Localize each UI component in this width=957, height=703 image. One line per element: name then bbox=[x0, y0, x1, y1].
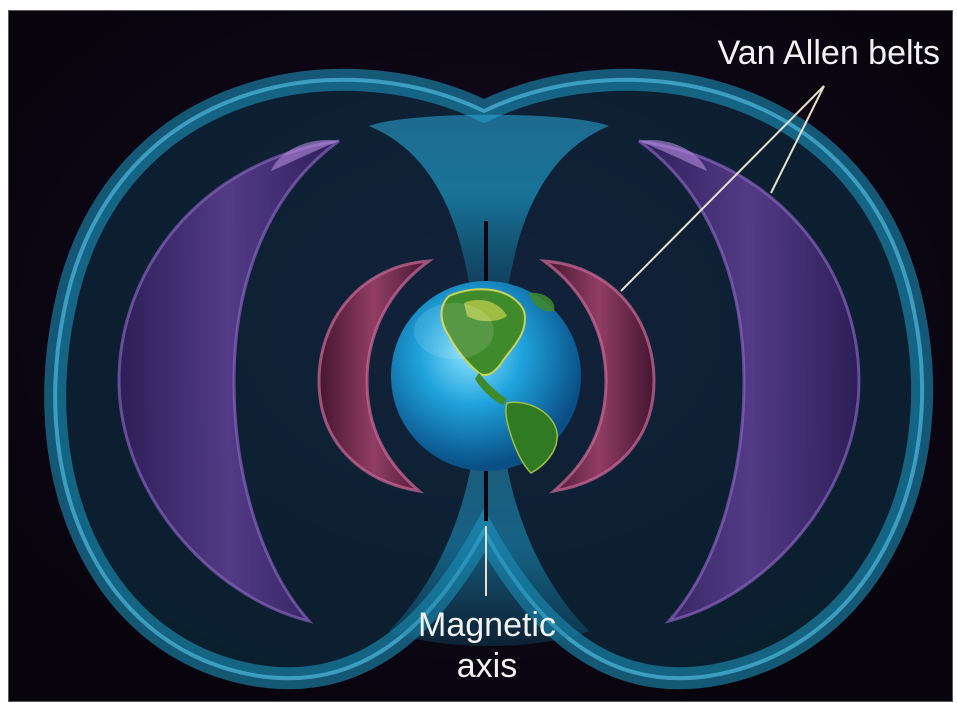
south-cusp bbox=[389, 466, 589, 646]
van-allen-diagram bbox=[9, 11, 952, 701]
magnetic-axis-label: Magnetic axis bbox=[418, 606, 556, 685]
inner-belt-right bbox=[538, 259, 656, 494]
outer-belt-right bbox=[638, 139, 861, 624]
north-cusp bbox=[369, 114, 609, 296]
earth-globe bbox=[391, 281, 581, 474]
van-allen-belts-label: Van Allen belts bbox=[717, 34, 940, 72]
outer-belt-left bbox=[117, 139, 340, 624]
inner-belt-left bbox=[317, 259, 435, 494]
diagram-panel: Van Allen belts Magnetic axis bbox=[8, 10, 953, 702]
belt-pointer-lines bbox=[620, 85, 825, 292]
